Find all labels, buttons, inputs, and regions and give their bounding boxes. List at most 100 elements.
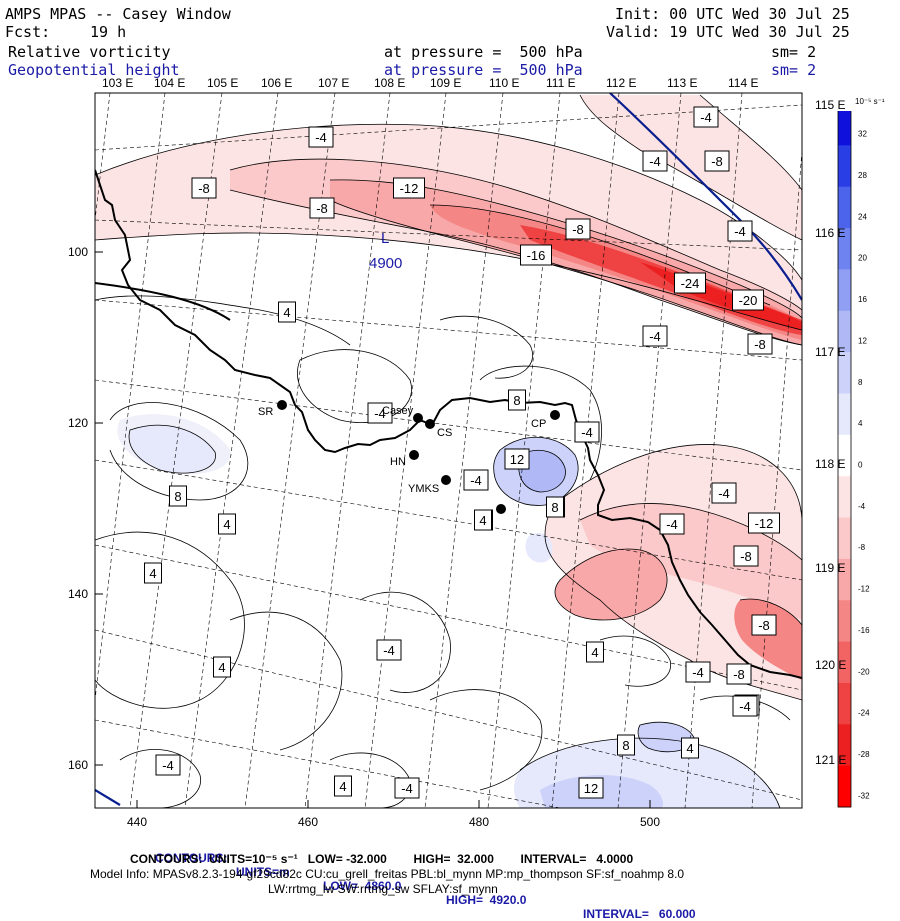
lon-label-top: 112 E	[606, 76, 637, 90]
svg-text:4: 4	[686, 741, 693, 756]
svg-text:4: 4	[283, 305, 290, 320]
axis-ticks	[95, 251, 651, 808]
colorbar-unit-label: 10⁻⁵ s⁻¹	[855, 97, 885, 106]
station-label: Casey	[382, 405, 414, 417]
lon-label-right: 115 E	[815, 98, 845, 112]
colorbar-swatch	[838, 765, 851, 808]
colorbar-swatch	[838, 393, 851, 436]
station-label: SR	[258, 406, 273, 418]
colorbar-label: -4	[858, 502, 866, 511]
contour-label: 4	[586, 641, 604, 663]
axis-tick-labels: 100 120 140 160 440 460 480 500	[68, 245, 660, 829]
lon-label-top: 109 E	[430, 76, 462, 90]
colorbar-swatch	[838, 641, 851, 684]
svg-text:8: 8	[622, 738, 629, 753]
svg-text:-4: -4	[649, 154, 661, 169]
lon-label-right: 117 E	[815, 345, 845, 359]
colorbar-swatch	[838, 558, 851, 601]
svg-text:12: 12	[510, 452, 524, 467]
y-tick-label: 140	[68, 587, 88, 601]
svg-text:4: 4	[339, 779, 346, 794]
svg-text:-4: -4	[649, 329, 661, 344]
contour-label: 12	[578, 777, 604, 799]
lon-label-top: 106 E	[261, 76, 293, 90]
lon-label-top: 110 E	[489, 76, 520, 90]
field1-smoothing: sm= 2	[771, 43, 817, 61]
contour-label: -8	[733, 545, 759, 567]
contour-label: -4	[308, 126, 334, 148]
colorbar-swatch	[838, 145, 851, 188]
colorbar-swatch	[838, 352, 851, 394]
colorbar-label: 20	[858, 254, 867, 263]
lon-label-top: 103 E	[102, 76, 134, 90]
svg-text:-20: -20	[739, 293, 758, 308]
contour-label: -8	[309, 197, 335, 219]
contour-label: 8	[508, 389, 526, 411]
station-marker	[441, 475, 451, 485]
contour-label: -4	[463, 469, 489, 491]
geopotential-height-contour	[95, 93, 802, 806]
colorbar-label: -8	[858, 543, 866, 552]
x-tick-label: 480	[469, 815, 489, 829]
height-low-marker: L	[381, 230, 389, 247]
contour-label: 4	[218, 513, 236, 535]
svg-text:-4: -4	[315, 130, 327, 145]
forecast-value: 19 h	[90, 23, 127, 41]
colorbar-swatch	[838, 186, 851, 229]
colorbar-label: -24	[858, 709, 870, 718]
lon-label-top: 105 E	[207, 76, 239, 90]
colorbar: 32 28 24 20 16 12 8 4 0 -4 -8 -12 -16 -20 -24 -28 -32	[837, 103, 870, 808]
contour-label: -4	[727, 220, 753, 242]
station-marker	[496, 504, 506, 514]
colorbar-label: -28	[858, 750, 870, 759]
colorbar-label: -16	[858, 626, 870, 635]
svg-text:-8: -8	[198, 181, 210, 196]
colorbar-swatch	[838, 476, 851, 519]
colorbar-label: 24	[858, 212, 867, 221]
station-marker	[409, 450, 419, 460]
svg-text:-4: -4	[734, 224, 746, 239]
height-contour-label: 4900	[369, 255, 402, 272]
footer-contours-label: CONTOURS:	[155, 851, 228, 865]
x-tick-label: 500	[640, 815, 660, 829]
colorbar-swatch	[838, 269, 851, 312]
contour-label: 12	[504, 448, 530, 470]
lon-label-top: 113 E	[667, 76, 698, 90]
y-tick-label: 120	[68, 416, 88, 430]
svg-text:-4: -4	[374, 406, 386, 421]
svg-text:-8: -8	[733, 667, 745, 682]
station-marker	[550, 410, 560, 420]
lon-label-right: 121 E	[815, 753, 846, 767]
contour-label: 4	[681, 737, 699, 759]
colorbar-swatch	[838, 517, 851, 560]
contour-label: 4	[278, 301, 296, 323]
svg-text:-8: -8	[754, 337, 766, 352]
station-marker	[425, 419, 435, 429]
svg-text:-4: -4	[401, 781, 413, 796]
colorbar-label: 32	[858, 130, 867, 139]
svg-text:4: 4	[591, 645, 598, 660]
lon-label-top: 111 E	[546, 76, 576, 90]
colorbar-label: -12	[858, 585, 870, 594]
lon-label-top: 107 E	[318, 76, 350, 90]
footer-interval: INTERVAL= 60.000	[583, 907, 696, 921]
contour-label: 8	[546, 496, 564, 518]
colorbar-label: -20	[858, 667, 870, 676]
station-marker	[413, 413, 423, 423]
contour-label: -8	[565, 218, 591, 240]
lon-label-right: 119 E	[815, 561, 845, 575]
map-plot: 100 120 140 160 440 460 480 500 L 4900 -…	[68, 92, 885, 829]
colorbar-label: 4	[858, 419, 863, 428]
colorbar-label: 0	[858, 461, 863, 470]
svg-text:-12: -12	[400, 181, 419, 196]
contour-label: -4	[642, 325, 668, 347]
colorbar-label: 12	[858, 336, 867, 345]
contour-label: 8	[169, 485, 187, 507]
contour-label: -4	[732, 695, 758, 717]
station-label: HN	[390, 456, 406, 468]
footer-vorticity-contours: CONTOURS: UNITS=10⁻⁵ s⁻¹ LOW= -32.000 HI…	[130, 852, 634, 866]
station-label: YMKS	[408, 483, 439, 495]
colorbar-swatch	[838, 682, 851, 725]
field2-name: Geopotential height	[8, 61, 180, 79]
svg-text:-8: -8	[711, 154, 723, 169]
